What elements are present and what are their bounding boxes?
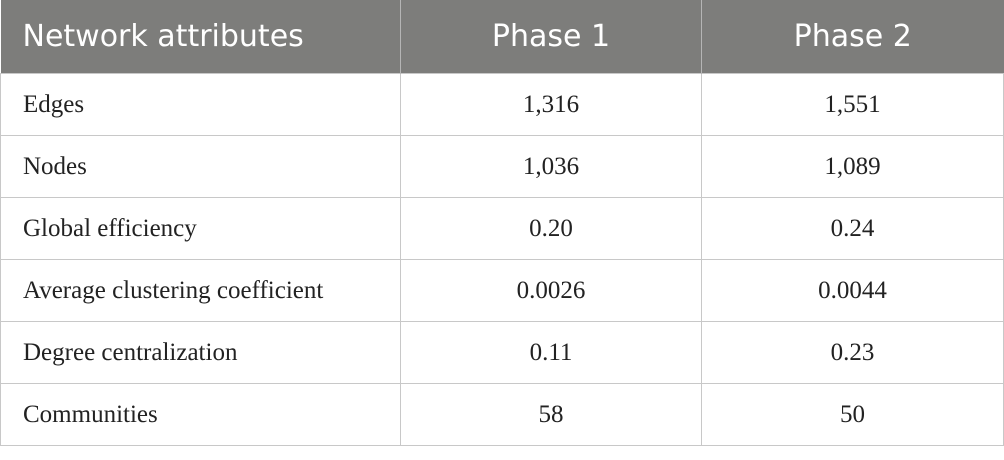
table-row: Nodes 1,036 1,089 [0,135,1004,198]
table-head: Network attributes Phase 1 Phase 2 [0,0,1004,74]
table-body: Edges 1,316 1,551 Nodes 1,036 1,089 Global eff… [0,73,1004,446]
row-label: Edges [0,73,401,136]
table-row: Edges 1,316 1,551 [0,73,1004,136]
table-cell: 58 [400,383,702,446]
row-label: Nodes [0,135,401,198]
table-cell: 1,551 [701,73,1004,136]
table-cell: 0.23 [701,321,1004,384]
table-cell: 0.0044 [701,259,1004,322]
table-cell: 50 [701,383,1004,446]
table-row: Average clustering coefficient 0.0026 0.00… [0,259,1004,322]
table-cell: 1,036 [400,135,702,198]
table-cell: 1,089 [701,135,1004,198]
table-row: Global efficiency 0.20 0.24 [0,197,1004,260]
table-cell: 0.11 [400,321,702,384]
row-label: Degree centralization [0,321,401,384]
table-cell: 0.24 [701,197,1004,260]
header-cell: Network attributes [0,0,401,74]
row-label: Communities [0,383,401,446]
table-cell: 1,316 [400,73,702,136]
table-row: Communities 58 50 [0,383,1004,446]
table-cell: 0.20 [400,197,702,260]
table-row: Degree centralization 0.11 0.23 [0,321,1004,384]
row-label: Global efficiency [0,197,401,260]
data-table: Network attributes Phase 1 Phase 2 Edges 1,… [0,0,1004,446]
row-label: Average clustering coefficient [0,259,401,322]
header-cell: Phase 1 [400,0,702,74]
table-cell: 0.0026 [400,259,702,322]
header-cell: Phase 2 [701,0,1004,74]
header-row: Network attributes Phase 1 Phase 2 [0,0,1004,74]
